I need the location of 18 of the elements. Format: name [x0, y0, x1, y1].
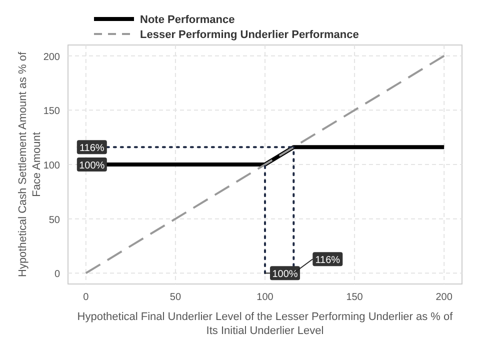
- x-tick-label: 100: [256, 292, 274, 303]
- x-tick-label: 50: [170, 292, 182, 303]
- annotation: 100%: [79, 160, 105, 172]
- y-tick-label: 0: [54, 269, 60, 280]
- y-axis-title: Hypothetical Cash Settlement Amount as % of Face Amount: [17, 51, 43, 278]
- x-tick-label: 0: [83, 292, 90, 303]
- legend-label: Lesser Performing Underlier Performance: [140, 29, 359, 41]
- x-axis-title: Hypothetical Final Underlier Level of the Lesser Performing Underlier as % of Its Initial Underlier Level: [77, 311, 454, 337]
- y-tick-label: 50: [48, 214, 60, 226]
- y-tick-label: 150: [43, 106, 60, 118]
- x-tick-label: 200: [436, 292, 453, 303]
- x-tick-label: 150: [346, 292, 364, 303]
- legend-label: Note Performance: [140, 14, 235, 26]
- annotation: 116%: [79, 143, 104, 154]
- y-tick-label: 200: [43, 52, 60, 63]
- annotation: 100%: [272, 269, 298, 280]
- annotation: 116%: [315, 255, 340, 266]
- y-tick-label: 100: [43, 160, 60, 172]
